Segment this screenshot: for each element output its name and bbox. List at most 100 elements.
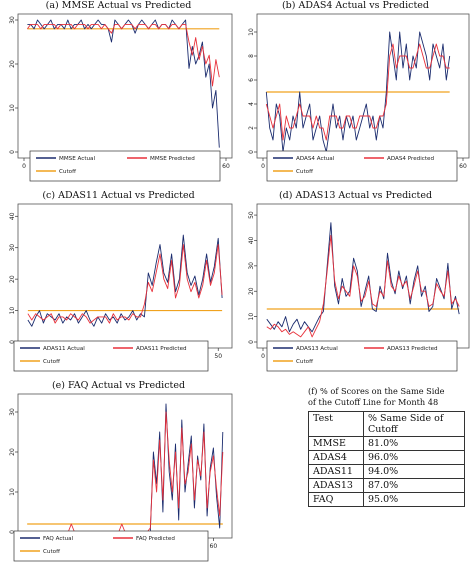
table-caption-line: of the Cutoff Line for Month 48	[308, 397, 439, 407]
table-cell-test: ADAS13	[308, 478, 364, 493]
plot-area	[17, 203, 233, 349]
y-tick-label: 2	[248, 126, 255, 130]
y-tick-label: 0	[248, 340, 255, 344]
legend-item-predicted: MMSE Predicted	[150, 156, 195, 162]
x-tick-label: 0	[22, 163, 26, 170]
plot-area	[17, 393, 233, 539]
legend-item-cutoff: Cutoff	[59, 169, 76, 175]
chart-panel-adas4: (b) ADAS4 Actual vs Predicted 0246810020…	[237, 0, 474, 190]
legend-item-predicted: ADAS4 Predicted	[387, 156, 434, 162]
legend-item-actual: MMSE Actual	[59, 156, 95, 162]
y-tick-label: 4	[248, 102, 255, 106]
y-tick-label: 40	[9, 212, 16, 220]
table-cell-value: 94.0%	[363, 464, 465, 479]
y-tick-label: 0	[9, 340, 16, 344]
table-row: ADAS13 87.0%	[308, 478, 465, 493]
y-tick-label: 10	[9, 488, 16, 496]
actual-series-line	[265, 31, 451, 153]
predicted-series-line	[27, 23, 220, 87]
x-tick-label: 60	[222, 163, 230, 170]
y-tick-label: 0	[9, 530, 16, 534]
chart-svg: 0102030405001020304050IDADAS13 ActualADA…	[248, 203, 470, 372]
legend-item-actual: ADAS4 Actual	[296, 156, 335, 162]
legend-item-predicted: FAQ Predicted	[136, 536, 175, 542]
legend-item-cutoff: Cutoff	[296, 359, 313, 365]
y-tick-label: 20	[9, 60, 16, 68]
table-header-row: Test % Same Side of Cutoff	[308, 411, 465, 437]
x-tick-label: 60	[210, 543, 218, 550]
table-row: ADAS11 94.0%	[308, 464, 465, 479]
table-cell-test: ADAS11	[308, 464, 364, 479]
table-cell-value: 81.0%	[363, 436, 465, 451]
table-header-percent: % Same Side of Cutoff	[363, 411, 465, 437]
x-tick-label: 60	[459, 163, 467, 170]
table-cell-test: FAQ	[308, 492, 364, 507]
table-caption-line: (f) % of Scores on the Same Side	[308, 386, 445, 396]
legend-item-actual: FAQ Actual	[43, 536, 74, 542]
x-tick-label: 50	[214, 353, 222, 360]
y-tick-label: 0	[248, 150, 255, 154]
y-tick-label: 20	[9, 448, 16, 456]
x-tick-label: 0	[261, 353, 265, 360]
legend-item-cutoff: Cutoff	[43, 359, 60, 365]
predicted-series-line	[27, 244, 223, 324]
legend-item-cutoff: Cutoff	[43, 549, 60, 555]
table-row: MMSE 81.0%	[308, 436, 465, 451]
plot-area	[256, 13, 470, 159]
chart-panel-adas13: (d) ADAS13 Actual vs Predicted 0 10 20 30 40…	[237, 190, 474, 380]
table-caption: (f) % of Scores on the Same Side of the …	[308, 386, 470, 408]
plot-area	[256, 203, 470, 349]
y-tick-label: 0	[9, 150, 16, 154]
chart-title: (a) MMSE Actual vs Predicted	[45, 0, 192, 11]
y-tick-label: 30	[9, 244, 16, 252]
legend-item-actual: ADAS13 Actual	[296, 346, 338, 352]
table-cell-test: ADAS4	[308, 450, 364, 465]
table-cell-test: MMSE	[308, 436, 364, 451]
y-tick-label: 50	[248, 211, 255, 219]
chart-title: (e) FAQ Actual vs Predicted	[51, 380, 186, 391]
table-row: FAQ 95.0%	[308, 492, 465, 507]
table-cell-value: 95.0%	[363, 492, 465, 507]
chart-title: (b) ADAS4 Actual vs Predicted	[281, 0, 430, 11]
results-table: Test % Same Side of Cutoff MMSE 81.0% AD…	[308, 411, 465, 507]
y-tick-label: 30	[9, 16, 16, 24]
chart-panel-faq: (e) FAQ Actual vs Predicted 010203002040…	[0, 380, 237, 570]
legend-box	[266, 150, 458, 182]
chart-svg: 01020304001020304050IDADAS11 ActualADAS1…	[9, 203, 233, 372]
y-tick-label: 10	[248, 28, 255, 36]
legend-item-predicted: ADAS13 Predicted	[387, 346, 438, 352]
table-header-test: Test	[308, 411, 364, 437]
predicted-series-line	[266, 234, 460, 338]
y-tick-label: 8	[248, 54, 255, 58]
x-tick-label: 0	[261, 163, 265, 170]
chart-panel-adas11: (c) ADAS11 Actual vs Predicted 0 10 20 30 40…	[0, 190, 237, 380]
y-tick-label: 10	[248, 313, 255, 321]
table-row: ADAS4 96.0%	[308, 450, 465, 465]
legend-box	[266, 340, 458, 372]
y-tick-label: 6	[248, 78, 255, 82]
y-tick-label: 20	[248, 287, 255, 295]
y-tick-label: 10	[9, 104, 16, 112]
legend-box	[13, 530, 209, 562]
plot-area	[17, 13, 233, 159]
legend-box	[29, 150, 221, 182]
y-tick-label: 10	[9, 307, 16, 315]
results-table-block: (f) % of Scores on the Same Side of the …	[308, 386, 470, 526]
y-tick-label: 30	[9, 408, 16, 416]
legend-box	[13, 340, 209, 372]
chart-title: (d) ADAS13 Actual vs Predicted	[278, 190, 433, 201]
y-tick-label: 30	[248, 262, 255, 270]
y-tick-label: 20	[9, 275, 16, 283]
table-cell-value: 96.0%	[363, 450, 465, 465]
legend-item-predicted: ADAS11 Predicted	[136, 346, 187, 352]
y-tick-label: 40	[248, 236, 255, 244]
table-cell-value: 87.0%	[363, 478, 465, 493]
chart-panel-mmse: (a) MMSE Actual vs Predicted 01020300204…	[0, 0, 237, 190]
chart-title: (c) ADAS11 Actual vs Predicted	[42, 190, 195, 201]
predicted-series-line	[265, 43, 450, 141]
legend-item-cutoff: Cutoff	[296, 169, 313, 175]
legend-item-actual: ADAS11 Actual	[43, 346, 85, 352]
